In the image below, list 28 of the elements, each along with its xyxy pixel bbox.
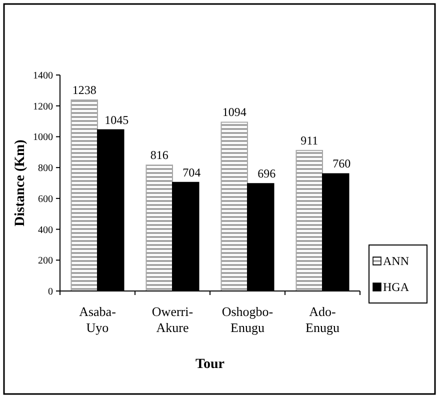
data-label: 1238 [72,82,96,97]
bar [296,150,323,292]
y-tick-label: 1200 [33,101,53,112]
x-tick-label: Owerri-Akure [152,304,194,335]
bar [220,122,248,292]
data-label: 816 [150,148,168,162]
y-tick-label: 0 [48,286,53,298]
x-tick-label: Oshogbo-Enugu [222,304,274,335]
y-tick-label: 600 [38,194,53,205]
y-tick-label: 400 [38,224,53,236]
data-label: 704 [182,165,201,180]
data-label: 1094 [222,105,246,120]
legend-label: ANN [383,254,410,268]
y-axis-title: Distance (Km) [13,139,28,226]
y-tick-label: 1400 [33,70,53,82]
data-label: 696 [258,166,276,181]
bar [146,164,173,292]
x-axis-title: Tour [195,357,225,372]
y-tick-label: 200 [38,256,53,267]
legend-label: HGA [383,280,410,294]
y-tick-label: 800 [38,163,53,174]
bar [70,99,98,292]
data-label: 1045 [104,112,129,127]
data-label: 911 [300,133,318,148]
y-tick-label: 1000 [33,132,53,144]
x-tick-label: Ado-Enugu [306,304,340,335]
data-label: 760 [332,156,351,171]
x-tick-label: Asaba-Uyo [79,304,116,335]
